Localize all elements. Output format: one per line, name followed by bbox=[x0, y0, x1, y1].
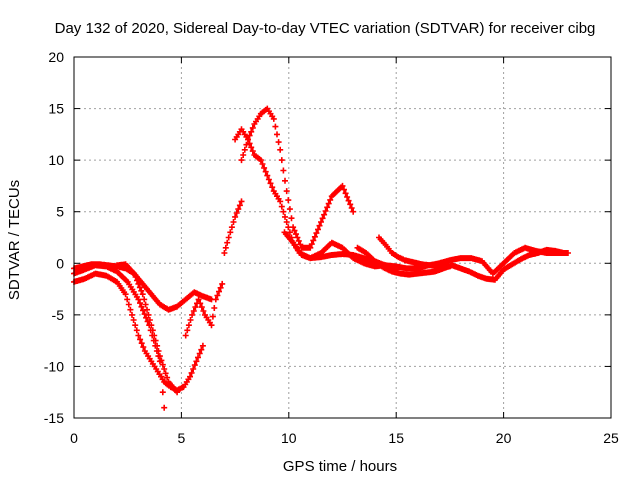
data-points bbox=[71, 105, 571, 411]
series-track-2 bbox=[71, 270, 206, 394]
series-markers bbox=[232, 126, 571, 277]
series-track-10 bbox=[281, 229, 400, 273]
x-tick-label: 15 bbox=[388, 430, 404, 446]
y-tick-label: 15 bbox=[48, 101, 64, 117]
series-markers bbox=[281, 229, 400, 273]
y-tick-label: 0 bbox=[56, 255, 64, 271]
series-track-7 bbox=[238, 105, 357, 251]
series-track-9 bbox=[376, 234, 453, 270]
chart-title: Day 132 of 2020, Sidereal Day-to-day VTE… bbox=[55, 20, 596, 37]
series-track-5 bbox=[182, 198, 245, 339]
series-markers bbox=[376, 234, 453, 270]
series-track-4 bbox=[114, 261, 181, 396]
x-tick-label: 10 bbox=[281, 430, 297, 446]
grid-lines bbox=[74, 57, 611, 418]
y-tick-label: -15 bbox=[44, 410, 64, 426]
y-tick-label: -10 bbox=[44, 358, 64, 374]
x-tick-label: 20 bbox=[496, 430, 512, 446]
y-tick-label: 20 bbox=[48, 49, 64, 65]
x-tick-label: 5 bbox=[178, 430, 186, 446]
x-tick-label: 25 bbox=[603, 430, 619, 446]
y-tick-label: 10 bbox=[48, 152, 64, 168]
y-axis-label: SDTVAR / TECUs bbox=[6, 180, 23, 300]
x-axis-label: GPS time / hours bbox=[283, 458, 397, 475]
series-track-6 bbox=[232, 126, 571, 277]
axis-ticks: 0 5 10 15 20 25 -15 -10 -5 0 5 10 15 20 bbox=[44, 49, 619, 446]
y-tick-label: 5 bbox=[56, 204, 64, 220]
series-markers bbox=[182, 198, 245, 339]
series-markers bbox=[114, 261, 181, 396]
plot-frame bbox=[73, 56, 612, 419]
series-markers bbox=[238, 105, 357, 251]
y-tick-label: -5 bbox=[52, 307, 65, 323]
x-tick-label: 0 bbox=[70, 430, 78, 446]
series-markers bbox=[71, 270, 206, 394]
